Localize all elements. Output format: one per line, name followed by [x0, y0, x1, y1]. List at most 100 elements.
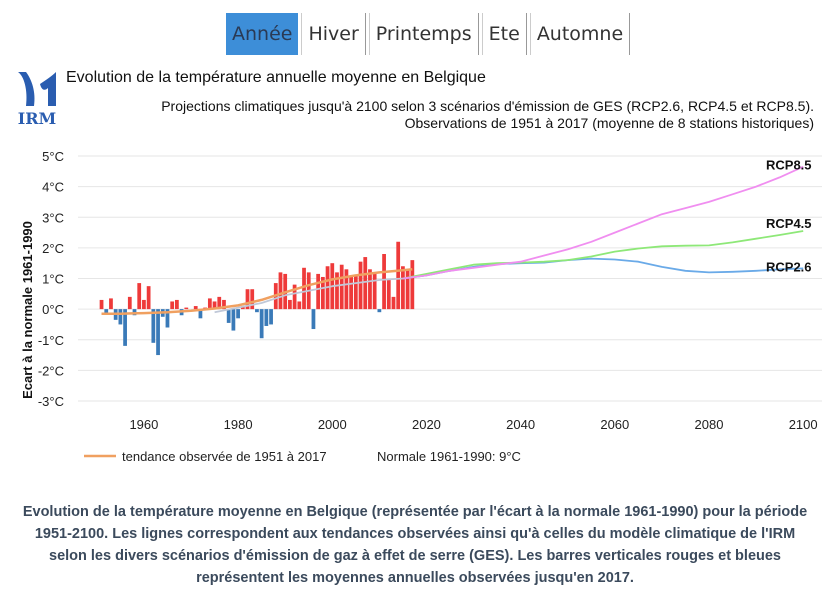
irm-logo: IRM	[18, 72, 57, 126]
x-tick-label: 1960	[129, 417, 158, 432]
observation-bar	[170, 301, 175, 310]
observation-bar	[297, 301, 302, 310]
observation-bar	[358, 261, 363, 310]
series-lines	[101, 165, 804, 315]
x-tick-label: 2100	[789, 417, 818, 432]
chart-subtitle: Projections climatiques jusqu'à 2100 sel…	[161, 98, 814, 132]
x-tick-label: 1980	[224, 417, 253, 432]
observation-bar	[151, 309, 156, 343]
observation-bar	[410, 260, 415, 310]
chart-legend: tendance observée de 1951 à 2017 Normale…	[84, 449, 521, 464]
y-tick-label: 2°C	[42, 241, 64, 256]
observation-bar	[236, 309, 240, 319]
observation-bar	[353, 275, 358, 310]
observation-bar	[302, 267, 306, 310]
x-tick-label: 2040	[506, 417, 535, 432]
figure-caption: Evolution de la température moyenne en B…	[22, 504, 808, 586]
observation-bar	[320, 276, 325, 310]
observation-bar	[259, 309, 264, 339]
observation-bar	[292, 284, 297, 310]
temperature-chart: 5°C 4°C 3°C 2°C 1°C 0°C -1°C -2°C -3°C 1960 1980 2…	[20, 149, 822, 464]
series-line-tendance-observ-e-de-1951-2017	[101, 268, 413, 315]
observation-bars	[99, 241, 415, 356]
observation-bar	[363, 257, 368, 310]
observation-bar	[382, 254, 386, 310]
observation-bar	[156, 309, 160, 356]
observation-bar	[405, 269, 410, 310]
chart-title: Evolution de la température annuelle moy…	[66, 69, 486, 86]
tab-hiver[interactable]: Hiver	[301, 13, 366, 55]
subtitle-line-1: Projections climatiques jusqu'à 2100 sel…	[161, 98, 814, 114]
label-rcp26: RCP2.6	[766, 259, 812, 274]
observation-bar	[386, 280, 391, 310]
observation-bar	[401, 266, 405, 310]
observation-bar	[175, 299, 179, 310]
observation-bar	[311, 309, 316, 330]
observation-bar	[335, 272, 339, 310]
observation-bar	[226, 309, 231, 323]
y-tick-label: 1°C	[42, 272, 64, 287]
observation-bar	[146, 286, 151, 310]
label-rcp45: RCP4.5	[766, 216, 812, 231]
legend-trend-label: tendance observée de 1951 à 2017	[122, 449, 327, 464]
observation-bar	[349, 275, 353, 310]
observation-bar	[245, 289, 250, 310]
label-rcp85: RCP8.5	[766, 158, 812, 173]
observation-bar	[193, 306, 198, 310]
observation-bar	[372, 272, 377, 310]
x-axis-ticks: 1960 1980 2000 2020 2040 2060 2080 2100	[129, 417, 817, 432]
observation-bar	[339, 264, 344, 310]
observation-bar	[207, 298, 212, 310]
tab-ete[interactable]: Ete	[481, 13, 527, 55]
observation-bar	[377, 309, 382, 313]
legend-normal-label: Normale 1961-1990: 9°C	[377, 449, 521, 464]
observation-bar	[212, 301, 217, 310]
observation-bar	[123, 309, 127, 346]
subtitle-line-2: Observations de 1951 à 2017 (moyenne de …	[404, 115, 814, 131]
logo-text: IRM	[18, 109, 57, 126]
observation-bar	[137, 283, 142, 310]
observation-bar	[198, 309, 203, 319]
observation-bar	[288, 299, 292, 310]
y-tick-label: 3°C	[42, 210, 64, 225]
x-tick-label: 2000	[318, 417, 347, 432]
observation-bar	[104, 309, 109, 314]
observation-bar	[278, 272, 283, 310]
y-tick-label: -3°C	[38, 394, 64, 409]
y-axis-label: Ecart à la normale 1961-1990	[20, 221, 35, 399]
observation-bar	[391, 296, 396, 310]
observation-bar	[127, 296, 132, 310]
observation-bar	[368, 269, 372, 310]
series-line-model-historique	[214, 274, 427, 314]
observation-bar	[109, 298, 113, 310]
tab-automne[interactable]: Automne	[529, 13, 631, 55]
y-tick-label: -1°C	[38, 333, 64, 348]
y-tick-label: 0°C	[42, 302, 64, 317]
observation-bar	[165, 309, 170, 328]
series-line-rcp4-5	[402, 230, 804, 280]
observation-bar	[118, 309, 123, 325]
tab-printemps[interactable]: Printemps	[368, 13, 479, 55]
observation-bar	[184, 307, 189, 310]
y-tick-label: -2°C	[38, 363, 64, 378]
observation-bar	[250, 289, 255, 310]
series-labels: RCP8.5 RCP4.5 RCP2.6	[766, 158, 812, 275]
y-tick-label: 5°C	[42, 149, 64, 164]
observation-bar	[255, 309, 259, 313]
x-tick-label: 2060	[600, 417, 629, 432]
observation-bar	[99, 299, 104, 310]
series-line-rcp8-5	[402, 165, 804, 280]
observation-bar	[264, 309, 269, 326]
observation-bar	[269, 309, 273, 325]
observation-bar	[396, 241, 401, 310]
tab-annee[interactable]: Année	[226, 13, 299, 55]
observation-bar	[231, 309, 236, 331]
observation-bar	[222, 299, 226, 310]
y-tick-label: 4°C	[42, 180, 64, 195]
grid-lines	[78, 155, 822, 402]
observation-bar	[344, 269, 349, 310]
season-tabs: Année Hiver Printemps Ete Automne	[226, 13, 631, 55]
observation-bar	[316, 273, 321, 310]
observation-bar	[217, 296, 222, 310]
x-tick-label: 2020	[412, 417, 441, 432]
